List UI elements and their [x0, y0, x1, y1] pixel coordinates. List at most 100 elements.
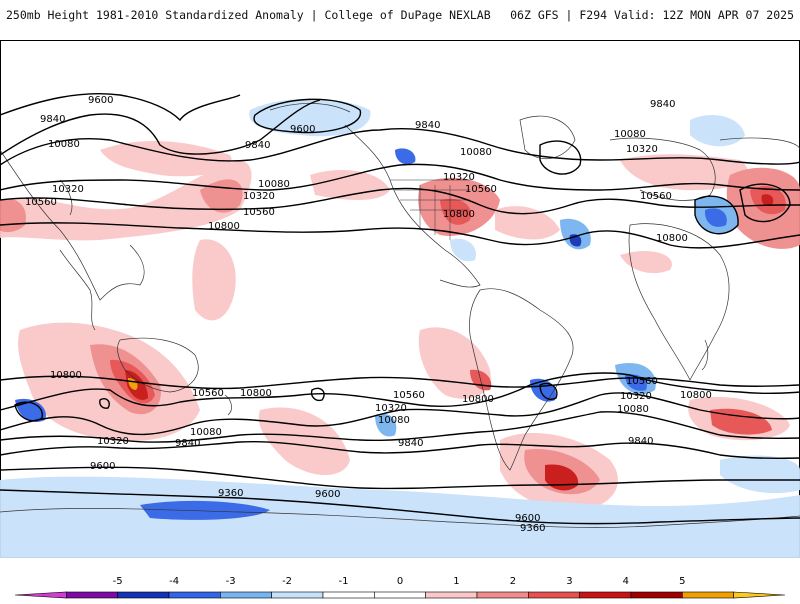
- contour-10080-sh: [0, 411, 800, 443]
- contour-sh-small-high-2: [99, 398, 110, 409]
- colorbar-segment: [682, 591, 734, 599]
- contour-label: 9840: [245, 140, 270, 151]
- contour-label: 10320: [626, 144, 658, 155]
- colorbar-tick-label: 5: [679, 576, 685, 587]
- colorbar-tick-label: 1: [453, 576, 459, 587]
- coastline-africa: [628, 223, 730, 381]
- coastline-asia-east: [719, 137, 800, 151]
- positive-anomaly-nz: [258, 407, 350, 475]
- coastline-japan: [59, 179, 73, 216]
- contour-label: 10320: [620, 391, 652, 402]
- contour-label: 10560: [626, 376, 658, 387]
- contour-label: 10560: [192, 388, 224, 399]
- contour-label: 9840: [398, 438, 423, 449]
- colorbar-segment: [220, 591, 272, 599]
- contour-label: 10560: [640, 191, 672, 202]
- coastlines: [0, 103, 800, 528]
- contour-label: 10560: [465, 184, 497, 195]
- colorbar-tick-label: 2: [510, 576, 516, 587]
- negative-anomaly-core: [704, 208, 727, 227]
- colorbar-segment: [733, 591, 786, 599]
- coastline-nz: [224, 394, 232, 416]
- colorbar-segment: [374, 591, 426, 599]
- contour-10320-sh: [0, 392, 800, 436]
- coastline-alaska: [269, 103, 351, 113]
- contour-9840-nh: [0, 99, 321, 156]
- contour-9600-nh: [0, 93, 241, 122]
- coastline-asia-west: [0, 149, 145, 301]
- colorbar: -5 -4 -3 -2 -1 0 1 2 3 4 5: [0, 570, 800, 600]
- title-bar: 250mb Height 1981-2010 Standardized Anom…: [0, 0, 800, 30]
- colorbar-svg: -5 -4 -3 -2 -1 0 1 2 3 4 5: [14, 576, 786, 599]
- contour-label: 10560: [243, 207, 275, 218]
- contour-label: 9360: [218, 488, 243, 499]
- coastline-se-asia: [59, 249, 96, 331]
- contour-label: 10080: [48, 139, 80, 150]
- colorbar-tick-label: 3: [566, 576, 572, 587]
- coastline-greenland: [519, 115, 576, 159]
- colorbar-ticks: -5 -4 -3 -2 -1 0 1 2 3 4 5: [113, 576, 686, 587]
- positive-anomaly-atl-trop: [495, 206, 560, 240]
- contour-alaska-low: [253, 98, 362, 134]
- colorbar-tick-label: -3: [226, 576, 236, 587]
- positive-anomaly-north-america: [310, 170, 390, 200]
- contour-sh-closed-low-atl: [539, 382, 558, 400]
- contour-9840-sh: [0, 441, 800, 460]
- colorbar-tick-label: -2: [282, 576, 292, 587]
- negative-anomaly-canada: [395, 148, 416, 165]
- contour-label: 9840: [40, 114, 65, 125]
- colorbar-segment: [168, 591, 221, 599]
- contour-label: 10800: [462, 394, 494, 405]
- positive-anomaly-africa: [620, 250, 672, 274]
- contour-label: 10320: [243, 191, 275, 202]
- colorbar-segment: [66, 591, 118, 599]
- contour-sh-closed-low-west: [14, 401, 43, 422]
- contour-label: 10320: [443, 172, 475, 183]
- colorbar-segment: [528, 591, 580, 599]
- negative-anomaly-sh-pac: [375, 413, 397, 437]
- map-panel: 9600 9840 10080 10320 10560 9600 9840 10…: [0, 40, 800, 558]
- colorbar-segment: [630, 591, 683, 599]
- contour-10320-nh: [0, 163, 800, 191]
- coastline-madagascar: [701, 339, 709, 371]
- map-border: [0, 40, 800, 558]
- contour-label: 10080: [190, 427, 222, 438]
- contour-label: 9600: [290, 124, 315, 135]
- coastline-south-america: [469, 288, 574, 471]
- contour-label: 9600: [90, 461, 115, 472]
- contour-10800-sh: [0, 375, 800, 390]
- positive-anomaly-atlantic-nh: [0, 160, 252, 241]
- contour-label: 10560: [25, 197, 57, 208]
- height-contours: [0, 93, 800, 525]
- map-canvas: 9600 9840 10080 10320 10560 9600 9840 10…: [0, 40, 800, 558]
- contour-9360-sh: [0, 489, 800, 525]
- coastline-north-america: [344, 124, 481, 288]
- contour-label: 9600: [515, 513, 540, 524]
- contour-label: 10800: [50, 370, 82, 381]
- contour-label: 10800: [680, 390, 712, 401]
- contour-label: 10320: [375, 403, 407, 414]
- colorbar-segment: [271, 591, 324, 599]
- contour-10560-nh: [0, 187, 800, 215]
- coastline-europe: [609, 137, 716, 201]
- model-run-info: 06Z GFS | F294 Valid: 12Z MON APR 07 202…: [510, 8, 794, 22]
- contour-label: 10320: [97, 436, 129, 447]
- colorbar-segment: [476, 591, 529, 599]
- colorbar-tick-label: -1: [339, 576, 349, 587]
- contour-greenland-low: [539, 140, 582, 175]
- contour-10080-nh: [0, 127, 800, 166]
- negative-anomaly-carib: [450, 238, 476, 262]
- contour-asia-high: [739, 183, 791, 223]
- colorbar-segments: [14, 591, 786, 599]
- colorbar-segment: [14, 591, 67, 599]
- colorbar-tick-label: -5: [113, 576, 123, 587]
- positive-anomaly-pacific: [100, 140, 232, 177]
- colorbar-segment: [425, 591, 478, 599]
- coastline-australia: [117, 337, 199, 393]
- map-title: 250mb Height 1981-2010 Standardized Anom…: [6, 8, 491, 22]
- colorbar-tick-label: -4: [169, 576, 179, 587]
- contour-label: 9600: [88, 95, 113, 106]
- positive-anomaly-mid-pac: [192, 239, 236, 321]
- contour-label: 10080: [258, 179, 290, 190]
- coastline-antarctica: [0, 508, 800, 528]
